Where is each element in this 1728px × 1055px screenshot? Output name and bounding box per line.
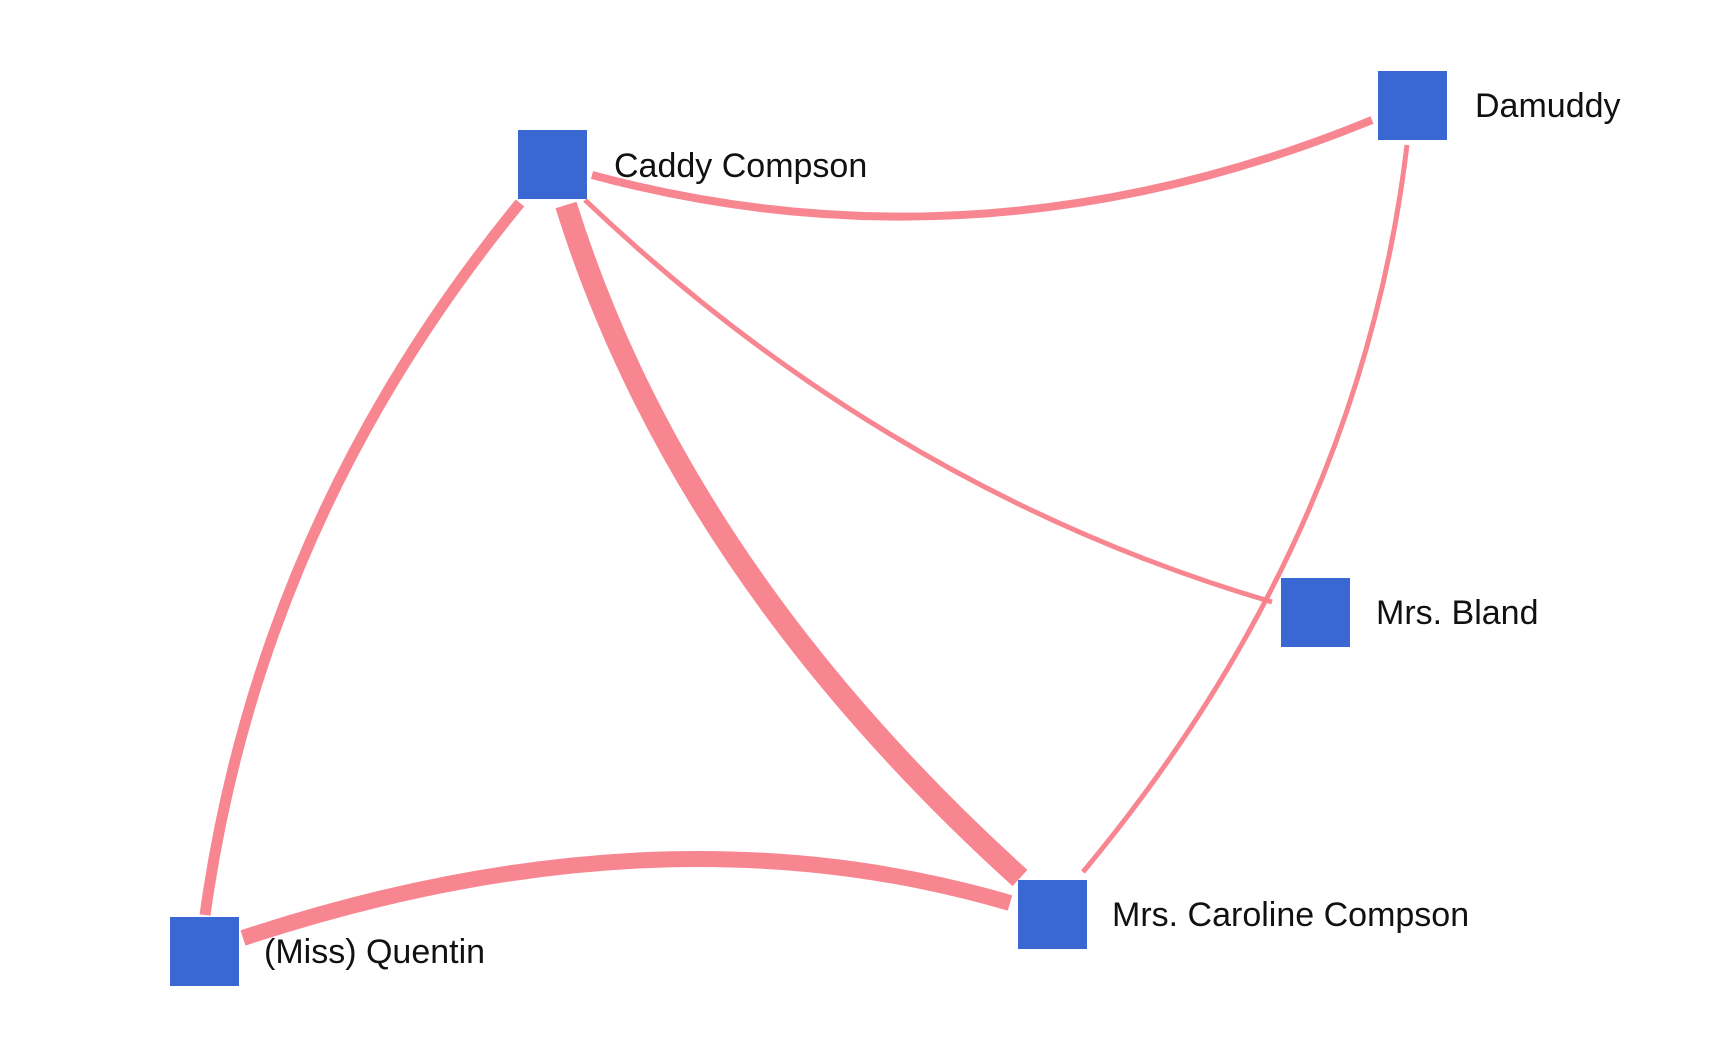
- node-caddy-compson[interactable]: Caddy Compson: [518, 130, 867, 199]
- node-square[interactable]: [1281, 578, 1350, 647]
- node-square[interactable]: [1018, 880, 1087, 949]
- nodes-layer: Caddy Compson Damuddy Mrs. Bland Mrs. Ca…: [170, 71, 1621, 986]
- node-mrs-bland[interactable]: Mrs. Bland: [1281, 578, 1539, 647]
- edges-layer: [199, 116, 1410, 946]
- node-mrs-caroline-compson[interactable]: Mrs. Caroline Compson: [1018, 880, 1469, 949]
- node-miss-quentin[interactable]: (Miss) Quentin: [170, 917, 485, 986]
- node-label: Caddy Compson: [614, 147, 867, 185]
- edge-caddy-damuddy: [590, 116, 1374, 221]
- node-label: Damuddy: [1475, 87, 1621, 125]
- edge-caddy-quentin: [199, 199, 525, 916]
- node-square[interactable]: [1378, 71, 1447, 140]
- node-label: Mrs. Bland: [1376, 594, 1539, 632]
- node-damuddy[interactable]: Damuddy: [1378, 71, 1621, 140]
- edge-caddy-bland: [583, 198, 1273, 605]
- node-label: (Miss) Quentin: [264, 933, 485, 971]
- edge-quentin-caroline: [240, 851, 1013, 946]
- edge-damuddy-caroline: [1081, 144, 1410, 874]
- edge-caddy-caroline: [555, 201, 1028, 887]
- node-label: Mrs. Caroline Compson: [1112, 896, 1469, 934]
- node-square[interactable]: [170, 917, 239, 986]
- node-square[interactable]: [518, 130, 587, 199]
